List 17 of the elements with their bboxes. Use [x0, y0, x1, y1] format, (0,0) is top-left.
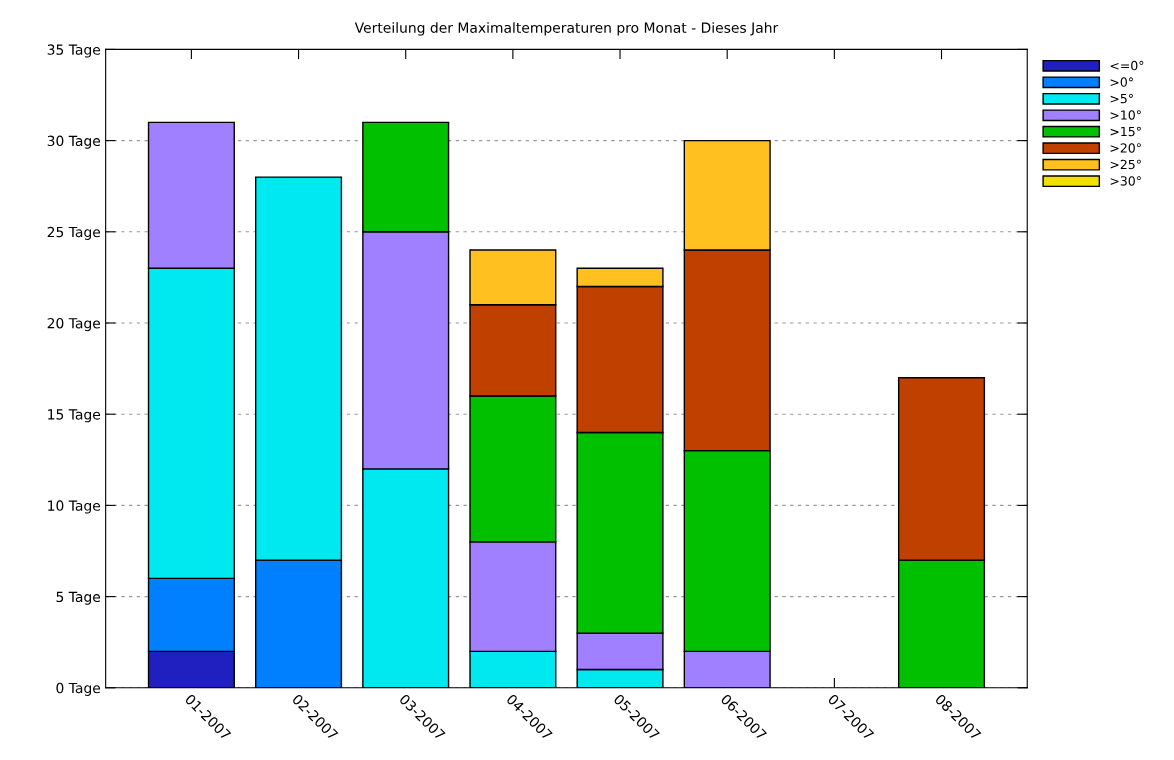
y-tick-label: 30 Tage: [47, 135, 101, 149]
y-tick-label: 0 Tage: [56, 682, 101, 696]
legend-label: >15°: [1110, 126, 1141, 137]
legend-label: >25°: [1110, 159, 1141, 170]
legend-label: >20°: [1110, 143, 1141, 153]
legend-label: <=0°: [1110, 60, 1144, 71]
legend-label: >0°: [1110, 77, 1133, 87]
y-tick-label: 15 Tage: [48, 409, 101, 423]
y-tick-label: 10 Tage: [48, 500, 101, 514]
legend-label: >5°: [1110, 93, 1133, 104]
chart-title: Verteilung der Maximaltemperaturen pro Monat - Dieses Jahr: [354, 22, 779, 36]
y-tick-label: 25 Tage: [47, 226, 101, 240]
y-tick-label: 20 Tage: [47, 317, 101, 332]
y-tick-label: 35 Tage: [47, 44, 101, 58]
legend-label: >30°: [1110, 176, 1141, 186]
legend-label: >10°: [1110, 110, 1141, 120]
y-tick-label: 5 Tage: [56, 591, 101, 605]
